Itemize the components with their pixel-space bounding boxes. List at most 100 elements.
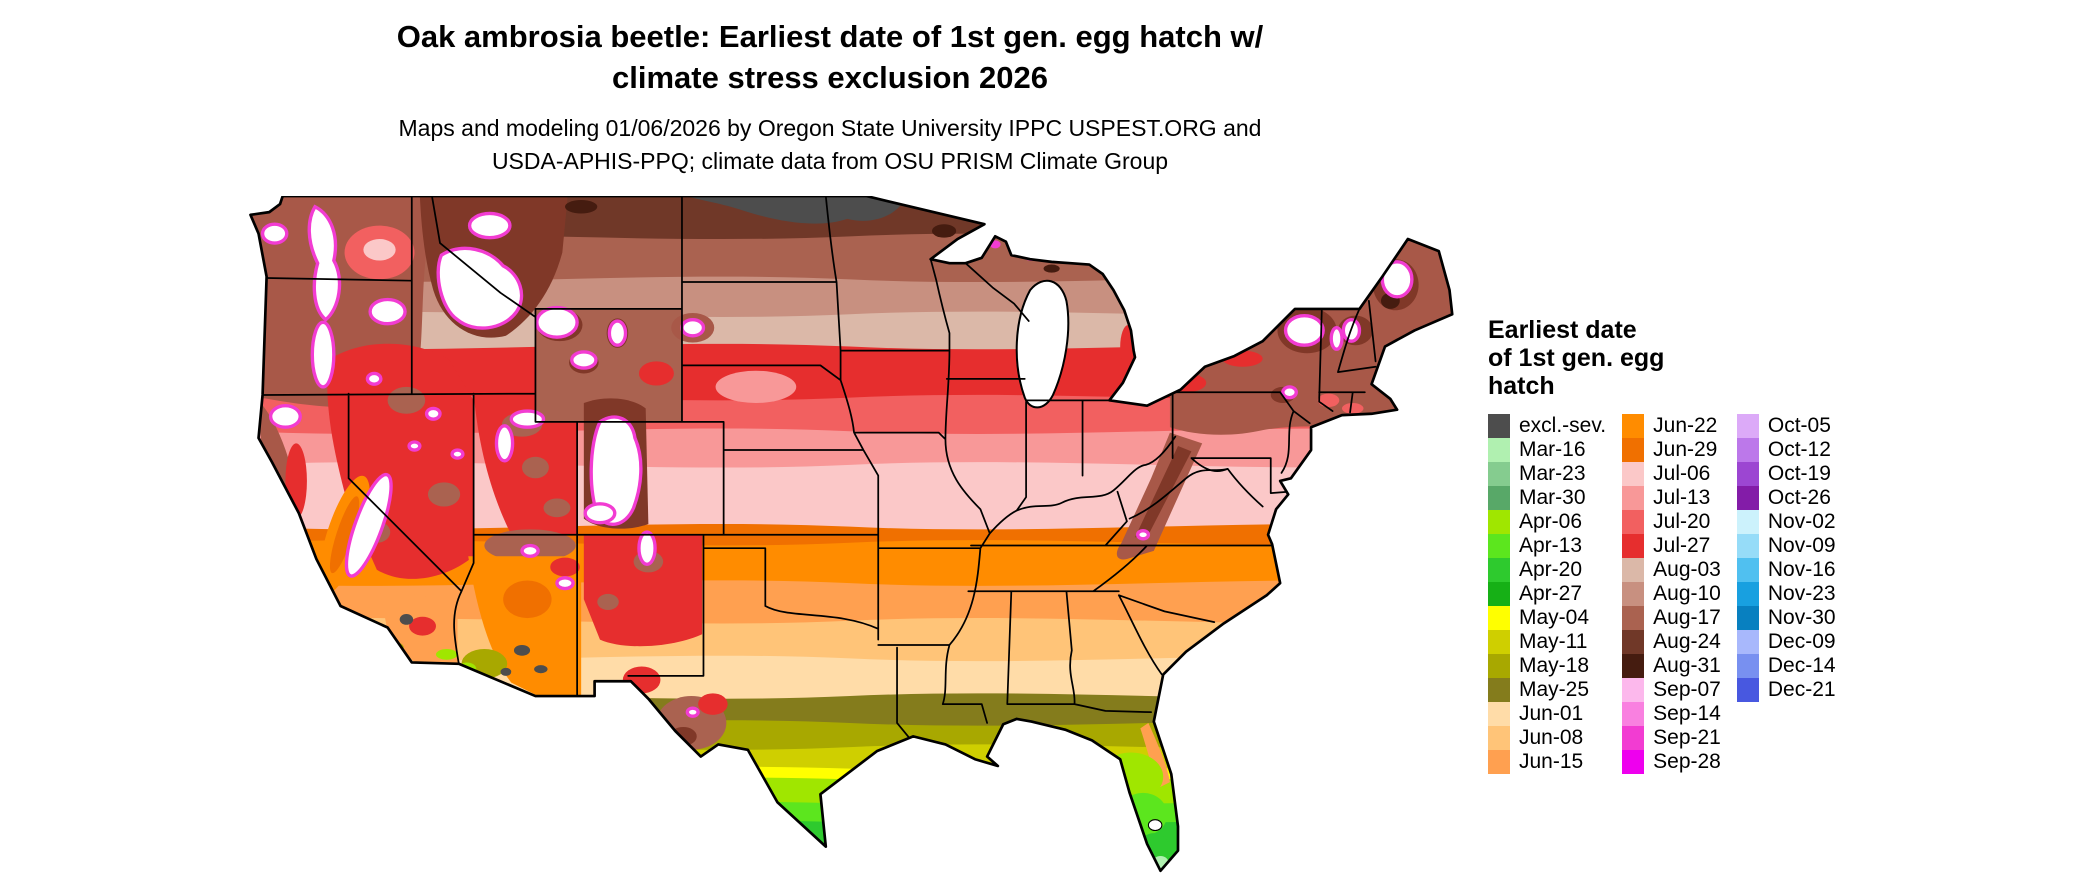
legend-swatch	[1622, 630, 1645, 654]
legend-title-line3: hatch	[1488, 372, 1555, 400]
legend-swatch	[1736, 486, 1759, 510]
legend-entry-label: Sep-21	[1653, 726, 1721, 749]
legend-entry-label: Dec-14	[1767, 654, 1836, 677]
legend-swatch	[1736, 414, 1759, 438]
legend-entry: Nov-02	[1736, 510, 1836, 534]
legend-entry-label: Mar-16	[1519, 438, 1586, 461]
legend-entry-label: Nov-23	[1767, 582, 1836, 605]
legend-entry-label: Sep-14	[1653, 702, 1721, 725]
legend-entry: Aug-31	[1622, 654, 1721, 678]
legend-entry: Aug-03	[1622, 558, 1721, 582]
legend-entry: May-04	[1488, 606, 1606, 630]
legend-swatch	[1622, 582, 1645, 606]
legend-entry: Nov-16	[1736, 558, 1836, 582]
legend-entry-label: Nov-16	[1767, 558, 1836, 581]
legend-entry-label: Jun-15	[1519, 750, 1584, 773]
legend-entry-label: Jul-27	[1653, 534, 1711, 557]
legend-swatch	[1488, 606, 1510, 630]
legend-swatch	[1622, 534, 1645, 558]
legend-entry-label: Jul-13	[1653, 486, 1711, 509]
legend-entry-label: Dec-21	[1767, 678, 1836, 701]
legend-entry-label: Nov-09	[1767, 534, 1836, 557]
legend-swatch	[1488, 654, 1510, 678]
legend-entry: Jun-01	[1488, 702, 1606, 726]
legend-swatch	[1736, 438, 1759, 462]
legend-column: Jun-22 Jun-29 Jul-06 Jul-13 Jul-20 Jul-27 Aug-…	[1622, 414, 1721, 774]
legend-entry: Sep-21	[1622, 726, 1721, 750]
legend-entry: Jul-27	[1622, 534, 1721, 558]
legend-swatch	[1488, 414, 1510, 438]
legend-entry: Oct-12	[1736, 438, 1836, 462]
state-borders	[261, 196, 1377, 739]
legend-swatch	[1488, 510, 1510, 534]
legend-entry: Dec-21	[1736, 678, 1836, 702]
legend-entry: Nov-09	[1736, 534, 1836, 558]
lake-okeechobee	[1147, 819, 1163, 832]
legend-entry-label: Apr-27	[1519, 582, 1583, 605]
legend-swatch	[1736, 582, 1759, 606]
legend-swatch	[1736, 558, 1759, 582]
legend-swatch	[1622, 702, 1645, 726]
legend-entry: Aug-24	[1622, 630, 1721, 654]
legend-entry: Dec-14	[1736, 654, 1836, 678]
legend-entry: Aug-10	[1622, 582, 1721, 606]
legend-entry: Apr-13	[1488, 534, 1606, 558]
legend-title-line1: Earliest date	[1488, 316, 1637, 344]
legend-swatch	[1736, 510, 1759, 534]
legend-entry: Mar-30	[1488, 486, 1606, 510]
legend-swatch	[1736, 462, 1759, 486]
legend-entry: Jun-08	[1488, 726, 1606, 750]
us-map-svg	[249, 196, 1454, 873]
legend-swatch	[1622, 510, 1645, 534]
legend-swatch	[1736, 678, 1759, 702]
legend-entry-label: Jun-08	[1519, 726, 1584, 749]
legend-entry: May-25	[1488, 678, 1606, 702]
legend-column: excl.-sev. Mar-16 Mar-23 Mar-30 Apr-06 Apr-13…	[1488, 414, 1606, 774]
legend-entry: Jul-06	[1622, 462, 1721, 486]
legend-entry: Jun-29	[1622, 438, 1721, 462]
legend-swatch	[1488, 678, 1510, 702]
legend-entry-label: May-18	[1519, 654, 1590, 677]
legend-entry-label: Oct-05	[1767, 414, 1831, 437]
legend-entry-label: May-25	[1519, 678, 1590, 701]
legend-swatch	[1488, 486, 1510, 510]
legend-entry-label: Mar-23	[1519, 462, 1586, 485]
legend-swatch	[1736, 654, 1759, 678]
legend-entry-label: Jul-06	[1653, 462, 1711, 485]
legend-entry-label: Mar-30	[1519, 486, 1586, 509]
page-subtitle: Maps and modeling 01/06/2026 by Oregon S…	[0, 112, 1660, 178]
legend-entry-label: May-04	[1519, 606, 1590, 629]
legend-entry-label: Apr-06	[1519, 510, 1583, 533]
legend-swatch	[1488, 558, 1510, 582]
legend-entry: Apr-06	[1488, 510, 1606, 534]
legend-swatch	[1622, 726, 1645, 750]
page-subtitle-line1: Maps and modeling 01/06/2026 by Oregon S…	[398, 115, 1262, 141]
legend-entry: Sep-28	[1622, 750, 1721, 774]
page-title-line1: Oak ambrosia beetle: Earliest date of 1s…	[396, 19, 1264, 54]
legend-entry: Nov-23	[1736, 582, 1836, 606]
legend-column: Oct-05 Oct-12 Oct-19 Oct-26 Nov-02 Nov-09 Nov-…	[1736, 414, 1836, 702]
us-choropleth-map	[245, 196, 1455, 895]
legend-entry: Dec-09	[1736, 630, 1836, 654]
map-mountain-areas	[260, 204, 1414, 718]
legend-swatch	[1736, 606, 1759, 630]
lake-michigan	[1015, 279, 1070, 409]
legend-entry-label: Oct-12	[1767, 438, 1831, 461]
legend-swatch	[1622, 438, 1645, 462]
legend-entry-label: Aug-10	[1653, 582, 1721, 605]
legend-entry-label: Apr-13	[1519, 534, 1583, 557]
legend-swatch	[1488, 438, 1510, 462]
header: Oak ambrosia beetle: Earliest date of 1s…	[0, 16, 1660, 178]
legend-entry-label: Nov-30	[1767, 606, 1836, 629]
legend-entry: excl.-sev.	[1488, 414, 1606, 438]
legend-entry-label: Apr-20	[1519, 558, 1583, 581]
legend-entry-label: Sep-07	[1653, 678, 1721, 701]
legend-swatch	[1488, 726, 1510, 750]
legend-entry-label: Aug-17	[1653, 606, 1721, 629]
legend-entry: Nov-30	[1736, 606, 1836, 630]
legend-entry-label: Oct-19	[1767, 462, 1831, 485]
page-subtitle-line2: USDA-APHIS-PPQ; climate data from OSU PR…	[491, 148, 1169, 174]
legend-swatch	[1622, 462, 1645, 486]
legend-swatch	[1736, 630, 1759, 654]
legend-entry: Apr-27	[1488, 582, 1606, 606]
